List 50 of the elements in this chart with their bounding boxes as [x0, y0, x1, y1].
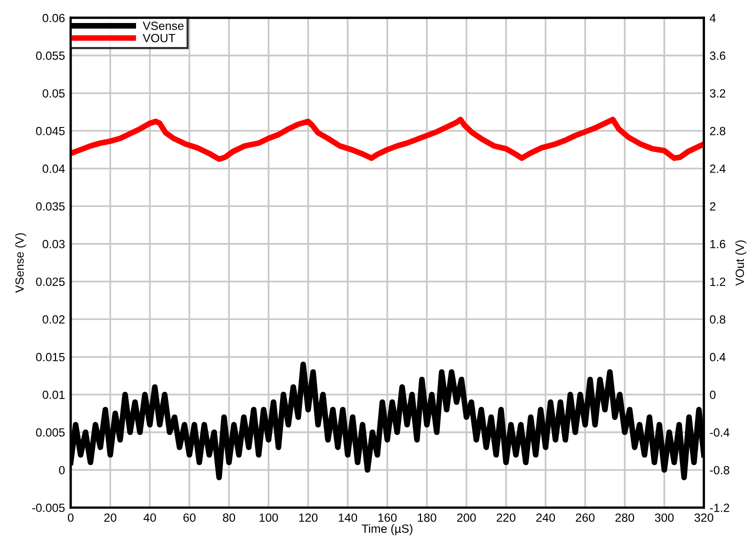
x-tick-label: 220	[496, 513, 516, 522]
y2-axis-title: VOut (V)	[735, 240, 746, 286]
y-tick-label: 0.025	[36, 278, 65, 286]
y-tick-label: 0.015	[36, 352, 65, 362]
x-tick-label: 320	[694, 513, 714, 522]
y2-tick-label: 0	[710, 390, 716, 399]
y-tick-label: 0.03	[42, 240, 65, 248]
y-axis-title: VSense (V)	[15, 233, 26, 293]
y-tick-label: 0.01	[42, 390, 65, 399]
y-tick-label: 0.045	[36, 126, 65, 136]
x-tick-label: 240	[536, 513, 555, 522]
x-tick-label: 200	[457, 513, 476, 522]
x-tick-label: 80	[222, 513, 236, 522]
y-tick-label: 0.035	[36, 202, 65, 211]
x-axis-title: Time (µS)	[362, 524, 412, 536]
y-tick-label: 0.055	[36, 52, 65, 60]
x-tick-label: 120	[299, 513, 318, 522]
x-tick-label: 280	[615, 513, 634, 522]
y-tick-label: 0.02	[42, 315, 65, 324]
x-tick-label: 180	[418, 513, 436, 522]
y2-tick-label: 3.2	[710, 89, 726, 98]
x-tick-label: 140	[338, 513, 358, 522]
y-tick-label: 0.04	[42, 164, 65, 173]
x-tick-label: 40	[144, 513, 156, 522]
x-tick-label: 260	[576, 513, 595, 522]
y2-tick-label: -0.4	[710, 428, 730, 437]
x-tick-label: 100	[260, 513, 278, 522]
y2-tick-label: 4	[710, 14, 716, 22]
legend-label: VSense	[142, 22, 184, 30]
x-tick-label: 160	[378, 513, 397, 522]
x-tick-label: 300	[654, 513, 674, 522]
x-tick-label: 0	[68, 513, 74, 522]
y-tick-label: 0	[59, 466, 65, 474]
x-tick-label: 20	[104, 513, 116, 522]
y2-tick-label: 2.8	[710, 126, 726, 136]
y-tick-label: -0.005	[32, 504, 65, 512]
y-tick-label: 0.06	[42, 14, 65, 22]
y-tick-label: 0.005	[36, 428, 65, 437]
y2-tick-label: -1.2	[710, 504, 730, 512]
y2-tick-label: -0.8	[710, 466, 730, 474]
y2-tick-label: 0.4	[710, 352, 726, 362]
y-tick-label: 0.05	[42, 89, 65, 98]
x-tick-label: 60	[183, 513, 196, 522]
y2-tick-label: 2	[710, 202, 716, 210]
y2-tick-label: 0.8	[710, 315, 726, 324]
y2-tick-label: 2.4	[710, 164, 726, 173]
y2-tick-label: 1.2	[710, 278, 726, 286]
y2-tick-label: 3.6	[710, 52, 726, 60]
y2-tick-label: 1.6	[710, 240, 726, 248]
legend-label: VOUT	[142, 34, 176, 42]
